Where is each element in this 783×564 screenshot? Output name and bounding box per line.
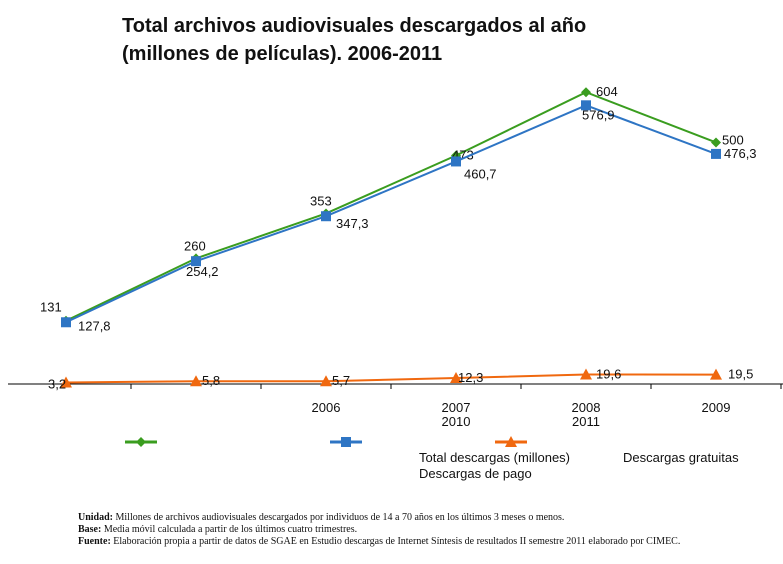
data-point-orange-4	[580, 368, 592, 380]
footnote-fuente: Fuente: Elaboración propia a partir de d…	[78, 536, 778, 548]
data-point-blue-5	[711, 148, 721, 159]
data-label-blue-2: 347,3	[336, 216, 369, 231]
legend-marker-orange	[505, 436, 517, 447]
data-label-blue-0: 127,8	[78, 318, 111, 333]
data-point-orange-2	[320, 375, 332, 387]
footnotes: Unidad: Millones de archivos audiovisual…	[78, 512, 778, 548]
data-point-green-4	[581, 87, 591, 98]
footnote-fuente-label: Fuente:	[78, 536, 111, 547]
data-label-green-1: 260	[184, 238, 206, 253]
data-point-blue-4	[581, 100, 591, 111]
data-point-blue-2	[321, 211, 331, 222]
data-label-orange-4: 19,6	[596, 367, 621, 382]
legend-marker-blue	[341, 437, 351, 447]
x-tick-label-2006: 2006	[312, 400, 341, 415]
chart-title-line-1: Total archivos audiovisuales descargados…	[122, 15, 587, 37]
data-label-green-2: 353	[310, 193, 332, 208]
data-label-blue-5: 476,3	[724, 146, 757, 161]
data-label-orange-5: 19,5	[728, 367, 753, 382]
legend-text-gratuitas: Descargas gratuitas	[623, 450, 739, 465]
footnote-base-label: Base:	[78, 524, 102, 535]
data-label-orange-3: 12,3	[458, 370, 483, 385]
x-tick-label-2007: 2007	[442, 400, 471, 415]
data-point-orange-5	[710, 368, 722, 380]
x-tick-label-2009: 2009	[702, 400, 731, 415]
legend-text-pago: Descargas de pago	[419, 466, 532, 481]
data-label-green-0: 131	[40, 300, 62, 315]
data-label-blue-1: 254,2	[186, 264, 219, 279]
series-line-orange	[65, 373, 717, 384]
data-label-orange-2: 5,7	[332, 373, 350, 388]
data-label-green-5: 500	[722, 132, 744, 147]
data-label-blue-3: 460,7	[464, 166, 497, 181]
footnote-unidad: Unidad: Millones de archivos audiovisual…	[78, 512, 778, 524]
x-tick-label-2010: 2010	[442, 414, 471, 429]
data-point-orange-0	[60, 376, 72, 388]
x-tick-label-2008: 2008	[572, 400, 601, 415]
data-point-blue-3	[451, 156, 461, 167]
data-point-orange-1	[190, 375, 202, 387]
footnote-unidad-text: Millones de archivos audiovisuales desca…	[115, 512, 565, 523]
footnote-base-text: Media móvil calculada a partir de los úl…	[103, 524, 358, 535]
footnote-base: Base: Media móvil calculada a partir de …	[78, 524, 778, 536]
legend-text-total: Total descargas (millones)	[419, 450, 571, 465]
data-label-green-4: 604	[596, 84, 618, 99]
data-label-orange-1: 5,8	[202, 373, 220, 388]
footnote-unidad-label: Unidad:	[78, 512, 114, 523]
data-label-blue-4: 576,9	[582, 107, 615, 122]
chart-title: Total archivos audiovisuales descargados…	[122, 12, 742, 68]
chart-title-line-2: (millones de películas). 2006-2011	[122, 43, 443, 65]
legend-marker-green	[136, 437, 146, 447]
series-line-blue	[65, 104, 717, 324]
data-point-green-5	[711, 137, 721, 148]
data-label-orange-0: 3,2	[48, 376, 66, 391]
data-point-orange-3	[450, 372, 462, 384]
data-point-blue-1	[191, 256, 201, 267]
x-tick-label-2011: 2011	[572, 414, 600, 429]
data-point-blue-0	[61, 317, 71, 328]
line-chart: 2006 200720102008201120091312603534736045…	[8, 84, 783, 447]
footnote-fuente-text: Elaboración propia a partir de datos de …	[113, 536, 681, 547]
series-line-green	[65, 91, 717, 322]
